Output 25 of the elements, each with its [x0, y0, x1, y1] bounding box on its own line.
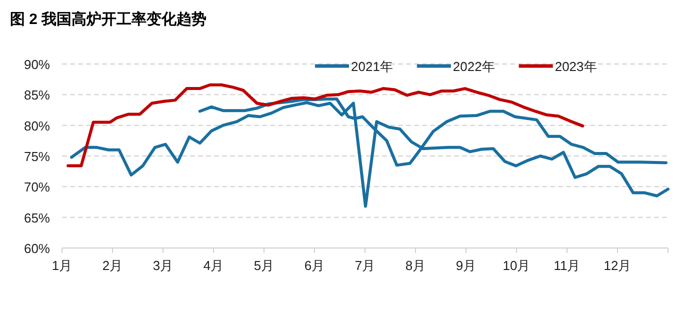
y-tick-label: 80%: [24, 118, 50, 134]
chart-title: 图 2 我国高炉开工率变化趋势: [10, 10, 207, 28]
y-tick-label: 65%: [24, 210, 50, 226]
x-tick-label: 1月: [52, 258, 72, 273]
legend-label: 2023年: [554, 59, 597, 74]
x-tick-label: 3月: [152, 258, 174, 273]
x-tick-label: 4月: [203, 258, 224, 273]
y-tick-label: 70%: [24, 180, 50, 195]
x-tick-label: 10月: [502, 258, 530, 273]
x-tick-label: 12月: [604, 258, 632, 273]
x-tick-label: 11月: [554, 258, 580, 273]
legend-label: 2021年: [351, 59, 393, 74]
line-series: [66, 83, 584, 168]
x-tick-label: 2月: [102, 258, 123, 273]
x-tick-label: 5月: [254, 258, 274, 273]
y-tick-label: 75%: [24, 149, 50, 164]
y-tick-label: 85%: [24, 88, 50, 103]
line-series: [70, 101, 670, 208]
x-tick-label: 8月: [405, 258, 426, 273]
y-tick-label: 90%: [24, 57, 50, 72]
x-tick-label: 7月: [354, 258, 376, 273]
legend-label: 2022年: [452, 59, 495, 74]
x-tick-label: 9月: [456, 258, 476, 273]
x-tick-label: 6月: [304, 258, 325, 273]
y-tick-label: 60%: [24, 241, 50, 256]
